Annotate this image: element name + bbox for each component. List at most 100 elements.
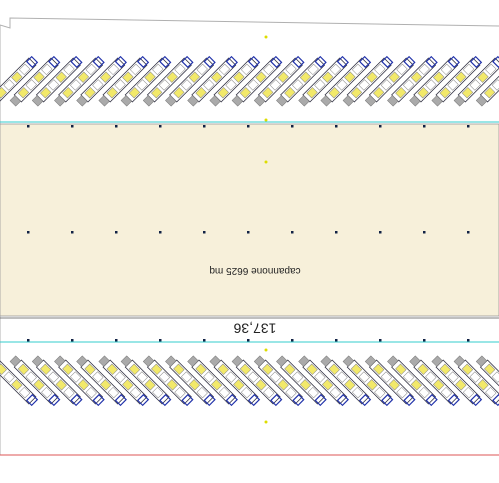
stall-mark xyxy=(18,386,31,399)
stall-mark xyxy=(417,363,429,375)
stall-mark xyxy=(240,386,253,399)
stall-mark xyxy=(461,87,474,99)
parking-stall xyxy=(187,55,238,107)
stall-mark xyxy=(291,79,304,91)
stall-mark xyxy=(269,371,282,383)
bollard xyxy=(31,355,44,367)
column-grid xyxy=(27,35,470,424)
stall-mark xyxy=(166,71,178,83)
stall-mark xyxy=(455,379,467,391)
stall-mark xyxy=(351,63,364,76)
wheel-stop xyxy=(469,393,483,407)
parking-stall xyxy=(298,55,349,107)
stall-mark xyxy=(395,363,407,375)
wheel-stop xyxy=(403,55,416,69)
parking-stall xyxy=(54,55,105,107)
wheel-stop xyxy=(425,55,438,69)
stall-mark xyxy=(218,386,231,399)
parking-stall xyxy=(320,55,372,107)
stall-mark xyxy=(106,87,118,99)
parking-stall xyxy=(475,355,499,405)
parking-stall xyxy=(253,355,305,407)
stall-mark xyxy=(69,371,82,383)
stall-mark xyxy=(440,63,453,76)
stall-mark xyxy=(225,79,237,91)
stall-mark xyxy=(106,363,118,375)
bollard xyxy=(387,95,399,107)
wheel-stop xyxy=(292,393,305,407)
stall-mark xyxy=(350,363,363,375)
wheel-stop xyxy=(25,393,39,407)
wheel-stop xyxy=(225,393,238,407)
parking-stall xyxy=(298,355,349,407)
stall-mark xyxy=(366,379,378,391)
stall-mark xyxy=(77,379,90,391)
stall-mark xyxy=(99,71,112,83)
column xyxy=(291,125,294,128)
stall-mark xyxy=(152,63,164,76)
wheel-stop xyxy=(181,393,194,407)
wheel-stop xyxy=(314,55,327,69)
stall-mark xyxy=(41,386,53,399)
stall-mark xyxy=(277,71,289,83)
parking-stall xyxy=(31,55,83,107)
dimension-label: 137,36 xyxy=(233,320,276,336)
wheel-stop xyxy=(247,393,261,407)
bollard xyxy=(431,95,443,107)
stall-mark xyxy=(99,379,112,391)
stall-mark xyxy=(307,386,319,399)
parking-stall xyxy=(431,355,483,407)
column xyxy=(203,339,206,342)
column xyxy=(247,339,250,342)
stall-mark xyxy=(380,371,393,383)
stall-mark xyxy=(425,79,437,91)
wheel-stop xyxy=(136,55,150,69)
stall-mark xyxy=(262,363,274,375)
column xyxy=(335,339,338,342)
column xyxy=(423,231,426,234)
stall-mark xyxy=(307,63,319,76)
stall-mark xyxy=(173,363,185,375)
parking-stall xyxy=(409,55,460,107)
stall-mark xyxy=(418,63,430,76)
column xyxy=(467,339,470,342)
stall-mark xyxy=(351,386,364,399)
wheel-stop xyxy=(270,393,283,407)
parking-stall xyxy=(209,55,261,107)
parking-stall xyxy=(98,355,150,407)
stall-mark xyxy=(366,71,378,83)
stall-mark xyxy=(144,379,156,391)
stall-mark xyxy=(62,363,74,375)
stall-mark xyxy=(210,71,223,83)
bollard xyxy=(120,355,132,367)
stall-mark xyxy=(321,379,334,391)
column xyxy=(71,231,74,234)
parking-stall xyxy=(276,355,327,407)
stall-mark xyxy=(107,386,120,399)
stall-mark xyxy=(47,79,60,91)
column xyxy=(115,231,118,234)
stall-mark xyxy=(285,63,297,76)
stall-mark xyxy=(217,363,229,375)
bollard xyxy=(475,355,488,367)
stall-mark xyxy=(210,379,223,391)
stall-mark xyxy=(62,87,74,99)
stall-mark xyxy=(432,71,445,83)
wheel-stop xyxy=(492,393,499,407)
stall-mark xyxy=(491,371,499,383)
stall-mark xyxy=(314,79,326,91)
stall-mark xyxy=(306,363,318,375)
bollard xyxy=(187,95,199,107)
column xyxy=(291,231,294,234)
bollard xyxy=(76,95,88,107)
parking-stall xyxy=(54,355,105,407)
stall-mark xyxy=(40,363,52,375)
stall-mark xyxy=(477,71,489,83)
stall-mark xyxy=(396,63,408,76)
column xyxy=(27,339,30,342)
bollard xyxy=(431,355,443,367)
stall-mark xyxy=(225,371,237,383)
stall-mark xyxy=(439,363,451,375)
wheel-stop xyxy=(203,55,216,69)
stall-mark xyxy=(85,386,97,399)
